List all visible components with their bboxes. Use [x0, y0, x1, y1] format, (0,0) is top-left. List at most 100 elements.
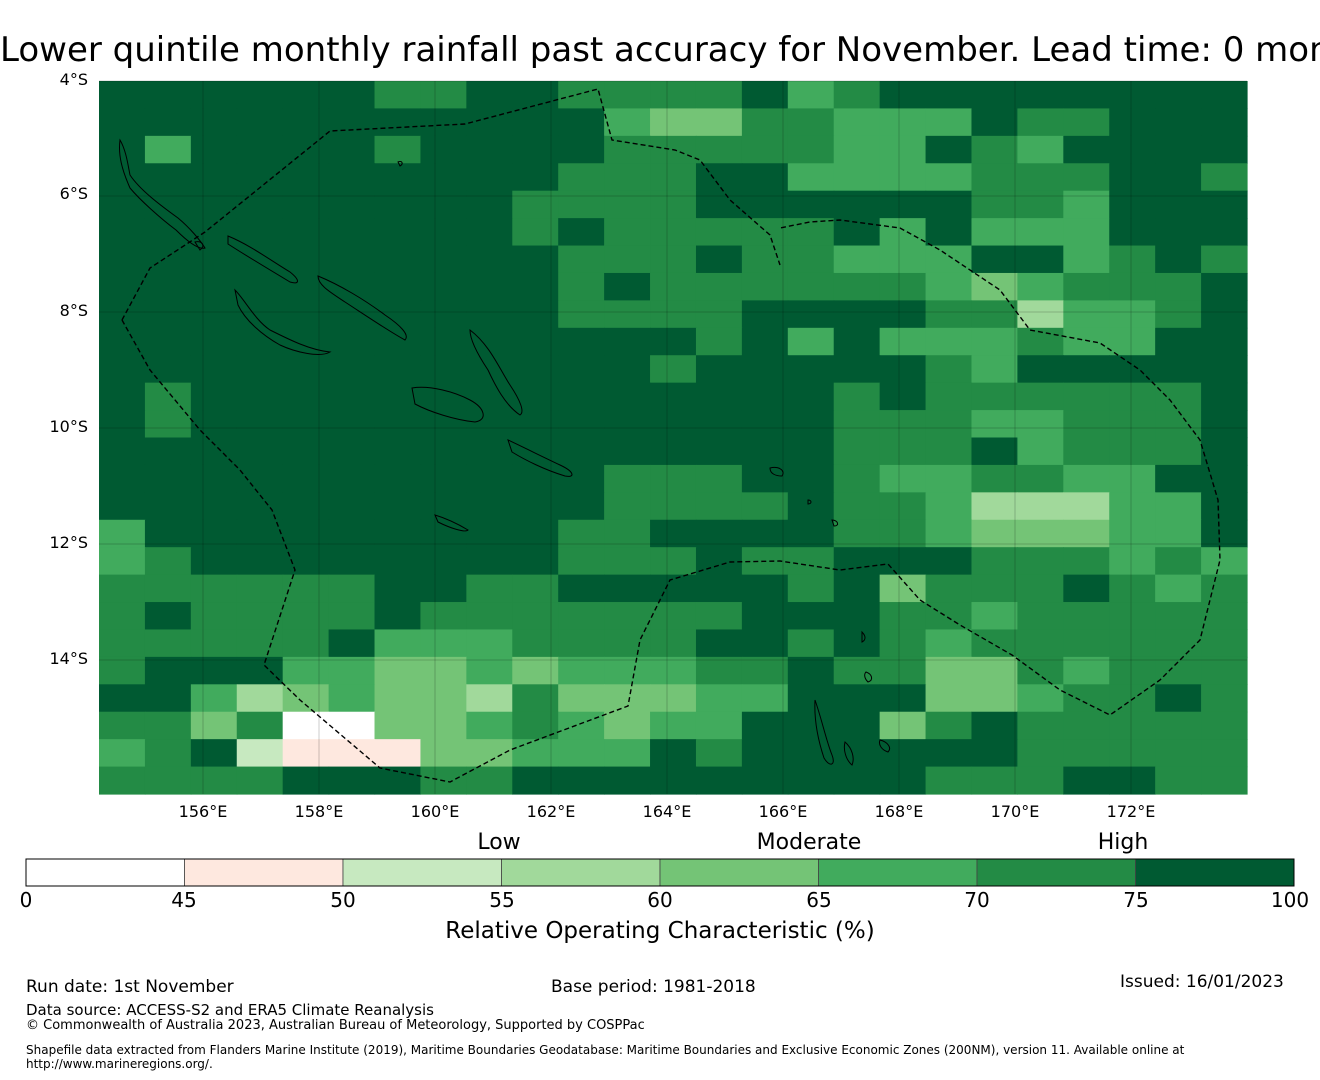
- grid-cell: [558, 519, 605, 548]
- grid-cell: [787, 410, 835, 439]
- grid-cell: [558, 492, 605, 521]
- santa-cruz-islands: [769, 467, 784, 477]
- grid-cell: [695, 629, 743, 658]
- grid-cell: [695, 437, 743, 466]
- grid-cell: [282, 410, 330, 439]
- grid-cell: [971, 108, 1018, 137]
- grid-cell: [1017, 629, 1064, 658]
- grid-cell: [420, 656, 467, 685]
- grid-cell: [1063, 355, 1110, 384]
- grid-cell: [190, 739, 238, 768]
- grid-cell: [190, 245, 238, 274]
- grid-cell: [99, 602, 146, 631]
- grid-cell: [420, 602, 467, 631]
- grid-cell: [236, 766, 284, 795]
- grid-cell: [282, 492, 330, 521]
- grid-cell: [99, 218, 146, 247]
- grid-cell: [1155, 190, 1202, 219]
- grid-cell: [236, 656, 284, 685]
- grid-cell: [236, 464, 284, 493]
- lat-label-6s: 6°S: [59, 184, 88, 203]
- grid-cell: [971, 272, 1018, 301]
- grid-cell: [879, 355, 927, 384]
- grid-cell: [1201, 218, 1248, 247]
- grid-cell: [971, 437, 1018, 466]
- grid-cell: [787, 684, 835, 713]
- grid-cell: [282, 245, 330, 274]
- grid-cell: [512, 218, 559, 247]
- grid-cell: [144, 766, 192, 795]
- grid-cell: [787, 464, 835, 493]
- grid-cell: [420, 437, 467, 466]
- grid-cell: [374, 547, 422, 576]
- grid-cell: [971, 327, 1018, 356]
- grid-cell: [420, 163, 467, 192]
- grid-cell: [512, 135, 559, 164]
- grid-cell: [787, 272, 835, 301]
- grid-cell: [282, 218, 330, 247]
- grid-cell: [282, 684, 330, 713]
- grid-cell: [420, 382, 467, 411]
- grid-cell: [925, 410, 973, 439]
- grid-cell: [1017, 492, 1064, 521]
- grid-cell: [1017, 190, 1064, 219]
- grid-cell: [558, 464, 605, 493]
- grid-cell: [925, 327, 973, 356]
- grid-cell: [282, 190, 330, 219]
- grid-cell: [695, 81, 743, 110]
- grid-cell: [1201, 327, 1248, 356]
- grid-cell: [741, 190, 789, 219]
- lon-label-160e: 160°E: [410, 802, 460, 821]
- grid-cell: [741, 245, 789, 274]
- grid-cell: [236, 547, 284, 576]
- grid-cell: [741, 163, 789, 192]
- grid-cell: [879, 300, 927, 329]
- grid-cell: [374, 711, 422, 740]
- grid-cell: [466, 684, 513, 713]
- lat-label-4s: 4°S: [59, 70, 88, 89]
- grid-cell: [695, 190, 743, 219]
- grid-cell: [328, 711, 376, 740]
- grid-cell: [190, 437, 238, 466]
- grid-cell: [1201, 739, 1248, 768]
- grid-cell: [190, 81, 238, 110]
- grid-cell: [604, 300, 651, 329]
- grid-cell: [833, 81, 881, 110]
- grid-cell: [833, 656, 881, 685]
- grid-cell: [1155, 629, 1202, 658]
- grid-cell: [741, 711, 789, 740]
- solomon-islands-eez-south: [121, 219, 1221, 783]
- grid-cell: [925, 629, 973, 658]
- grid-cell: [99, 327, 146, 356]
- grid-cell: [236, 629, 284, 658]
- grid-cell: [1017, 739, 1064, 768]
- grid-cell: [925, 492, 973, 521]
- grid-cell: [1063, 547, 1110, 576]
- grid-cell: [695, 492, 743, 521]
- grid-cell: [420, 464, 467, 493]
- grid-cell: [879, 382, 927, 411]
- grid-cell: [328, 410, 376, 439]
- grid-cell: [190, 519, 238, 548]
- grid-cell: [833, 163, 881, 192]
- colorbar-tick-65: 65: [806, 888, 832, 912]
- grid-cell: [558, 602, 605, 631]
- grid-cell: [99, 382, 146, 411]
- grid-cell: [512, 519, 559, 548]
- grid-cell: [512, 547, 559, 576]
- grid-cell: [466, 300, 513, 329]
- grid-cell: [1109, 272, 1156, 301]
- grid-cell: [1201, 410, 1248, 439]
- grid-cell: [328, 327, 376, 356]
- grid-cell: [787, 766, 835, 795]
- grid-cell: [1109, 492, 1156, 521]
- grid-cell: [695, 547, 743, 576]
- category-low: Low: [477, 830, 521, 855]
- grid-cell: [420, 739, 467, 768]
- grid-cell: [1063, 574, 1110, 603]
- grid-cell: [466, 492, 513, 521]
- grid-cell: [328, 629, 376, 658]
- grid-cell: [1109, 218, 1156, 247]
- grid-cell: [925, 766, 973, 795]
